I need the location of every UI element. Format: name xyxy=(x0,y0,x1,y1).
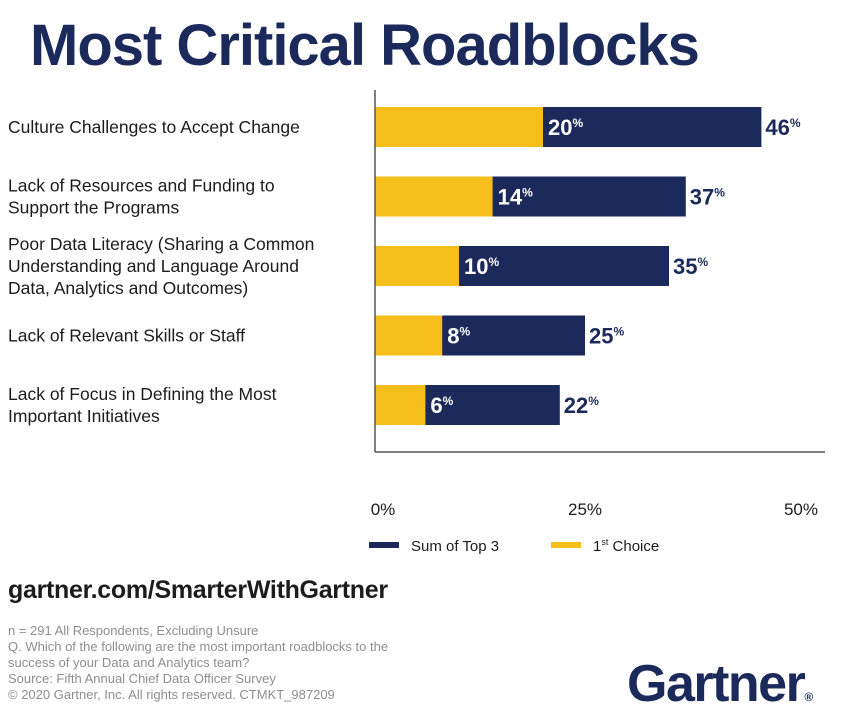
data-label-sum-of-top-3: 25% xyxy=(589,324,624,349)
data-label-first-choice: 14% xyxy=(498,185,533,210)
footnote-question-cont: success of your Data and Analytics team? xyxy=(8,655,250,670)
source-url[interactable]: gartner.com/SmarterWithGartner xyxy=(8,576,388,604)
logo-text: Gartner xyxy=(627,655,806,713)
category-label: Culture Challenges to Accept Change xyxy=(8,117,300,137)
bar-first-choice xyxy=(375,107,543,147)
registered-mark: ® xyxy=(804,690,814,704)
data-label-sum-of-top-3: 37% xyxy=(690,185,725,210)
data-label-first-choice: 10% xyxy=(464,254,499,279)
chart-title: Most Critical Roadblocks xyxy=(30,13,700,78)
category-label: Lack of Resources and Funding to Support … xyxy=(8,176,275,218)
legend-swatch-first-choice xyxy=(551,542,581,548)
gartner-logo: Gartner® xyxy=(627,654,813,727)
x-tick-label: 0% xyxy=(371,500,396,519)
footnote-question: Q. Which of the following are the most i… xyxy=(8,639,389,654)
footnote-source: Source: Fifth Annual Chief Data Officer … xyxy=(8,671,276,686)
x-tick-label: 50% xyxy=(784,500,818,519)
legend-label-sum-of-top-3: Sum of Top 3 xyxy=(411,538,499,555)
bar-first-choice xyxy=(375,246,459,286)
data-label-first-choice: 8% xyxy=(447,324,470,349)
data-label-sum-of-top-3: 22% xyxy=(564,393,599,418)
legend-swatch-sum-of-top-3 xyxy=(369,542,399,548)
data-label-first-choice: 20% xyxy=(548,115,583,140)
footnote-sample: n = 291 All Respondents, Excluding Unsur… xyxy=(8,623,259,638)
bar-first-choice xyxy=(375,176,493,217)
data-label-sum-of-top-3: 46% xyxy=(765,115,800,140)
category-label: Lack of Relevant Skills or Staff xyxy=(8,326,245,346)
data-label-first-choice: 6% xyxy=(430,393,453,418)
bar-first-choice xyxy=(375,385,426,425)
data-label-sum-of-top-3: 35% xyxy=(673,254,708,279)
x-tick-label: 25% xyxy=(568,500,602,519)
legend-label-first-choice: 1st Choice xyxy=(593,537,659,555)
category-label: Lack of Focus in Defining the Most Import… xyxy=(8,384,277,426)
bar-chart: Culture Challenges to Accept Change 20% 46… xyxy=(8,90,825,555)
footnotes: n = 291 All Respondents, Excluding Unsur… xyxy=(8,623,488,703)
bar-first-choice xyxy=(375,315,443,356)
footnote-copyright: © 2020 Gartner, Inc. All rights reserved… xyxy=(8,687,335,702)
category-label: Poor Data Literacy (Sharing a Common Unde… xyxy=(8,234,314,298)
